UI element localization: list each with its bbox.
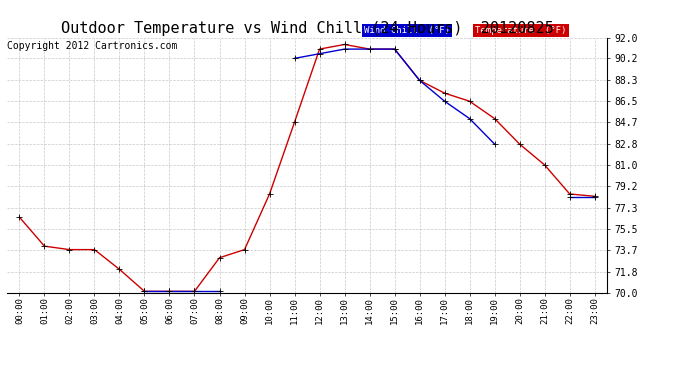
Text: Wind Chill  (°F): Wind Chill (°F) xyxy=(364,26,450,35)
Text: Copyright 2012 Cartronics.com: Copyright 2012 Cartronics.com xyxy=(7,41,177,51)
Text: Temperature  (°F): Temperature (°F) xyxy=(475,26,566,35)
Title: Outdoor Temperature vs Wind Chill (24 Hours)  20120825: Outdoor Temperature vs Wind Chill (24 Ho… xyxy=(61,21,553,36)
